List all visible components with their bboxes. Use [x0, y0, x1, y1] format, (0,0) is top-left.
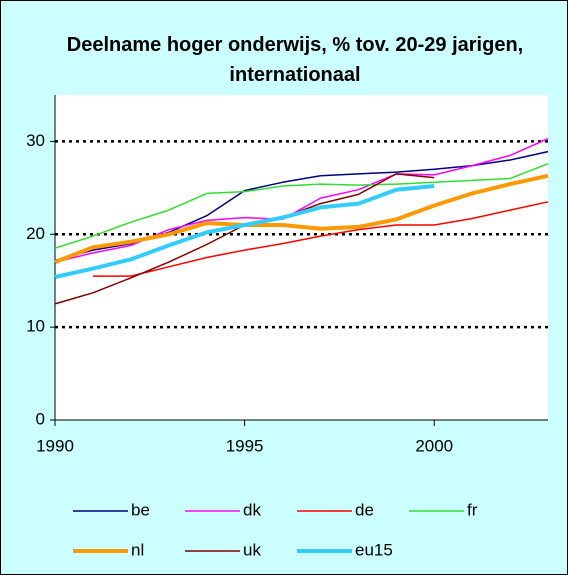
series-line [92, 201, 549, 277]
series-line [54, 163, 549, 249]
legend-label: fr [467, 500, 478, 519]
legend-label: nl [131, 540, 144, 559]
x-tick-label: 2000 [415, 436, 453, 455]
y-tick-label: 0 [36, 409, 45, 428]
legend-label: uk [243, 540, 261, 559]
series-line [54, 184, 435, 279]
legend-label: dk [243, 500, 261, 519]
legend-label: eu15 [355, 540, 393, 559]
x-tick-label: 1990 [36, 436, 74, 455]
series-line [54, 137, 549, 263]
x-tick-label: 1995 [226, 436, 264, 455]
y-tick-label: 10 [26, 317, 45, 336]
plot-area [55, 95, 548, 420]
series-line [54, 173, 549, 264]
legend-label: de [355, 500, 374, 519]
y-tick-label: 20 [26, 224, 45, 243]
legend-label: be [131, 500, 150, 519]
y-tick-label: 30 [26, 131, 45, 150]
chart-title: Deelname hoger onderwijs, % tov. 20-29 j… [66, 34, 524, 86]
